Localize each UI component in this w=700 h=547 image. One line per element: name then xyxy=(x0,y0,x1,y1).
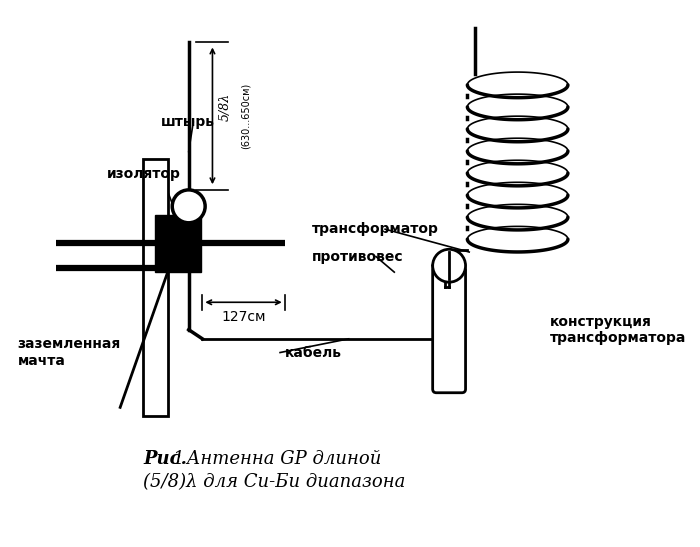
Bar xyxy=(155,216,201,272)
Text: конструкция
трансформатора: конструкция трансформатора xyxy=(550,315,686,345)
Text: Антенна GP длиной: Антенна GP длиной xyxy=(181,450,382,468)
Text: (5/8)λ для Си-Би диапазона: (5/8)λ для Си-Би диапазона xyxy=(143,473,405,491)
Text: кабель: кабель xyxy=(285,346,342,359)
Text: (630...650см): (630...650см) xyxy=(240,83,251,149)
Circle shape xyxy=(172,190,205,223)
FancyBboxPatch shape xyxy=(433,266,466,393)
Text: изолятор: изолятор xyxy=(106,167,181,182)
Bar xyxy=(143,159,168,416)
Text: Рис.: Рис. xyxy=(143,450,187,468)
Text: противовес: противовес xyxy=(312,249,404,264)
Circle shape xyxy=(433,249,466,282)
Text: 1: 1 xyxy=(172,450,184,468)
Text: штырь: штырь xyxy=(161,115,216,129)
Text: трансформатор: трансформатор xyxy=(312,222,439,236)
Text: 5/8λ: 5/8λ xyxy=(218,92,232,121)
Text: заземленная
мачта: заземленная мачта xyxy=(18,337,121,368)
Text: 127см: 127см xyxy=(221,310,266,324)
